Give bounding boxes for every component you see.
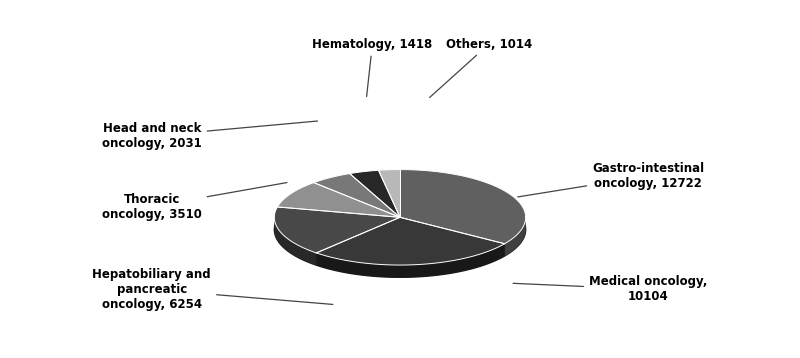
Polygon shape	[314, 174, 400, 217]
Polygon shape	[350, 170, 400, 217]
Polygon shape	[274, 207, 400, 253]
Text: Thoracic
oncology, 3510: Thoracic oncology, 3510	[102, 183, 287, 221]
Text: Gastro-intestinal
oncology, 12722: Gastro-intestinal oncology, 12722	[518, 162, 704, 197]
Polygon shape	[400, 170, 526, 244]
Text: Head and neck
oncology, 2031: Head and neck oncology, 2031	[102, 121, 318, 150]
Polygon shape	[274, 182, 526, 277]
Polygon shape	[505, 218, 526, 256]
Text: Medical oncology,
10104: Medical oncology, 10104	[513, 275, 707, 303]
Polygon shape	[316, 217, 505, 265]
Polygon shape	[316, 244, 505, 277]
Polygon shape	[378, 170, 400, 217]
Polygon shape	[278, 183, 400, 217]
Text: Hepatobiliary and
pancreatic
oncology, 6254: Hepatobiliary and pancreatic oncology, 6…	[93, 268, 333, 311]
Text: Others, 1014: Others, 1014	[430, 38, 532, 97]
Polygon shape	[274, 218, 316, 265]
Text: Hematology, 1418: Hematology, 1418	[312, 38, 433, 97]
